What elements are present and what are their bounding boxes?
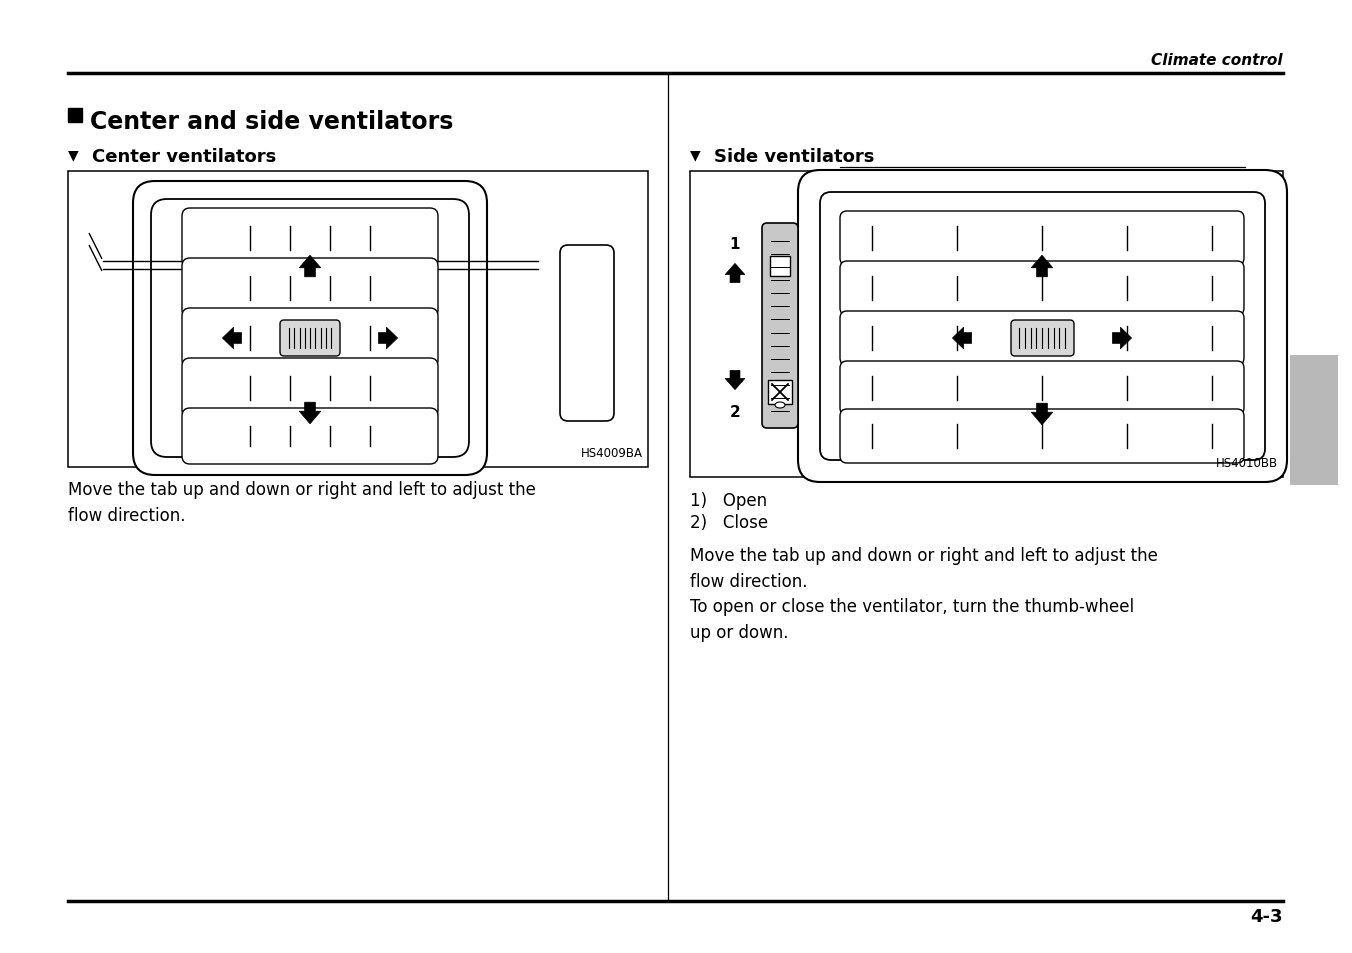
FancyBboxPatch shape bbox=[763, 224, 798, 429]
FancyBboxPatch shape bbox=[821, 193, 1265, 460]
FancyBboxPatch shape bbox=[840, 410, 1244, 463]
Bar bbox=[68, 172, 648, 468]
FancyBboxPatch shape bbox=[798, 171, 1287, 482]
FancyBboxPatch shape bbox=[183, 309, 438, 369]
Text: Center and side ventilators: Center and side ventilators bbox=[91, 110, 453, 133]
Text: Side ventilators: Side ventilators bbox=[714, 148, 875, 166]
Bar bbox=[566, 266, 596, 401]
Bar bbox=[690, 172, 1283, 477]
Polygon shape bbox=[222, 328, 242, 350]
FancyBboxPatch shape bbox=[840, 361, 1244, 416]
Text: Move the tab up and down or right and left to adjust the
flow direction.
To open: Move the tab up and down or right and le… bbox=[690, 546, 1157, 641]
Polygon shape bbox=[952, 328, 972, 350]
FancyBboxPatch shape bbox=[840, 212, 1244, 266]
FancyBboxPatch shape bbox=[280, 320, 339, 356]
Text: 2)   Close: 2) Close bbox=[690, 514, 768, 532]
FancyBboxPatch shape bbox=[840, 262, 1244, 315]
FancyBboxPatch shape bbox=[132, 182, 487, 476]
Text: Center ventilators: Center ventilators bbox=[92, 148, 276, 166]
Text: ▼: ▼ bbox=[68, 148, 78, 162]
Text: HS4009BA: HS4009BA bbox=[581, 447, 644, 459]
Text: Climate control: Climate control bbox=[1152, 53, 1283, 68]
Polygon shape bbox=[725, 371, 745, 390]
Bar bbox=[771, 256, 790, 276]
FancyBboxPatch shape bbox=[183, 209, 438, 269]
FancyBboxPatch shape bbox=[560, 246, 614, 421]
Polygon shape bbox=[299, 403, 320, 424]
Text: 4-3: 4-3 bbox=[1251, 907, 1283, 925]
Polygon shape bbox=[725, 264, 745, 283]
Text: HS4010BB: HS4010BB bbox=[1215, 456, 1278, 470]
Text: ▼: ▼ bbox=[690, 148, 700, 162]
Text: 1)   Open: 1) Open bbox=[690, 492, 767, 510]
FancyBboxPatch shape bbox=[183, 258, 438, 318]
FancyBboxPatch shape bbox=[1011, 320, 1073, 356]
Text: Move the tab up and down or right and left to adjust the
flow direction.: Move the tab up and down or right and le… bbox=[68, 480, 535, 525]
Ellipse shape bbox=[775, 402, 786, 409]
Text: 2: 2 bbox=[730, 405, 741, 419]
FancyBboxPatch shape bbox=[183, 358, 438, 418]
Bar bbox=[768, 380, 792, 405]
Bar bbox=[68, 109, 82, 123]
Text: 1: 1 bbox=[730, 236, 741, 252]
Polygon shape bbox=[379, 328, 397, 350]
Polygon shape bbox=[299, 256, 320, 277]
FancyBboxPatch shape bbox=[151, 200, 469, 457]
Polygon shape bbox=[1032, 404, 1053, 425]
Bar bbox=[1290, 355, 1338, 485]
Polygon shape bbox=[1032, 256, 1053, 277]
FancyBboxPatch shape bbox=[183, 409, 438, 464]
Polygon shape bbox=[1113, 328, 1132, 350]
FancyBboxPatch shape bbox=[840, 312, 1244, 366]
